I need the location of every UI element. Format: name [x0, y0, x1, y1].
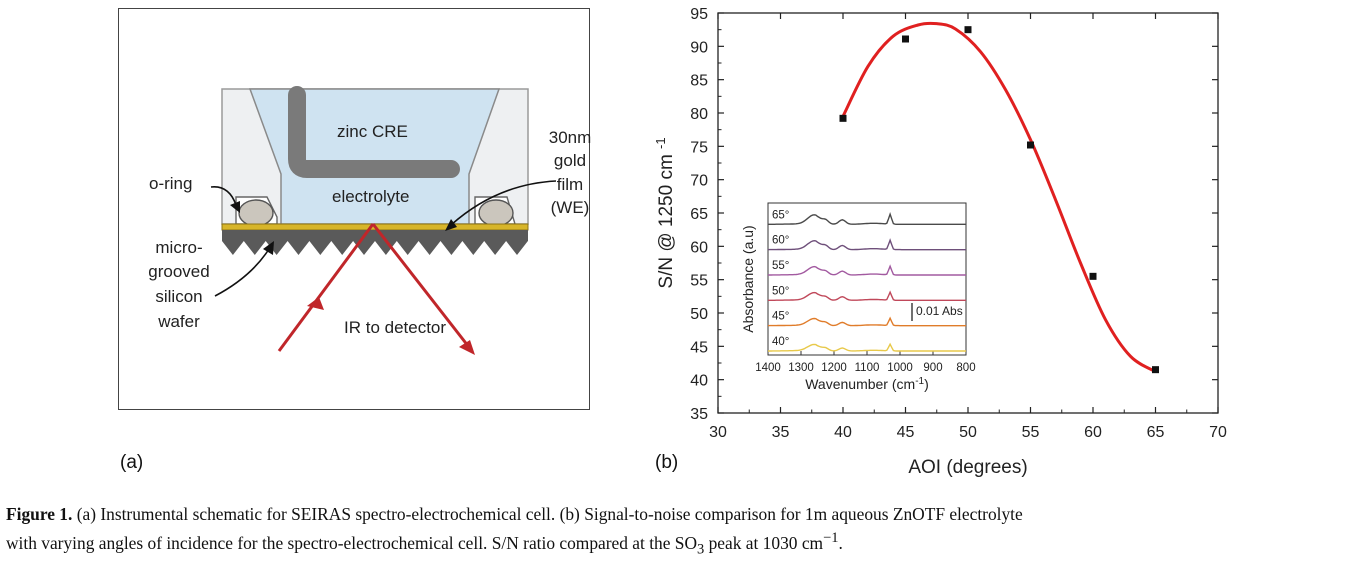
inset-series-label: 65° [772, 209, 789, 221]
x-tick-label: 35 [772, 424, 790, 441]
caption-line-1: (a) Instrumental schematic for SEIRAS sp… [72, 504, 1023, 524]
y-tick-label: 85 [690, 73, 708, 90]
inset-x-tick-label: 1000 [887, 362, 913, 374]
inset-spectrum [767, 316, 966, 327]
panel-a-letter: (a) [120, 452, 144, 473]
wafer-label-4: wafer [157, 312, 200, 331]
sn-chart: 30 35 40 45 50 55 60 65 703540455055606570758085… [653, 6, 1227, 478]
inset-x-tick-label: 900 [923, 362, 942, 374]
gold-film-pointer [450, 180, 557, 226]
gold-film-label-2: gold [554, 151, 586, 170]
inset-x-tick-label: 1100 [855, 362, 880, 374]
o-ring-pointer [210, 186, 237, 206]
inset-frame [767, 202, 967, 356]
ir-arrow-in [307, 297, 324, 310]
o-ring-left [238, 199, 274, 227]
gold-film-label-3: film [557, 175, 583, 194]
inset-x-tick-label: 1400 [755, 362, 781, 374]
inset-x-tick-label: 800 [956, 362, 975, 374]
x-tick-label: 30 [709, 424, 727, 441]
x-tick-label: 50 [959, 424, 977, 441]
data-point [839, 114, 847, 122]
panel-b-letter: (b) [655, 452, 679, 473]
scale-bar-label: 0.01 Abs [916, 304, 963, 318]
wafer-label-3: silicon [155, 287, 202, 306]
y-tick-label: 50 [690, 306, 708, 323]
inset-chart: 1400 1300 1200 1100 1000 900 800 Wavenumber (cm… [740, 202, 976, 392]
caption-label: Figure 1. [6, 504, 73, 524]
x-tick-label: 55 [1022, 424, 1040, 441]
ir-arrow-out [459, 340, 475, 355]
silicon-wafer [222, 230, 528, 255]
caption-line-2c: . [838, 532, 843, 553]
schematic-panel: zinc CRE electrolyte o-ring 30nm gold fi… [118, 8, 591, 410]
inset-spectrum [767, 238, 966, 251]
y-tick-label: 35 [690, 406, 708, 423]
o-ring-label: o-ring [149, 174, 192, 193]
wafer-pointer [214, 248, 270, 297]
fit-curve [841, 21, 1157, 373]
gold-film-label-4: (WE) [551, 198, 590, 217]
inset-series-label: 60° [772, 235, 789, 247]
y-tick-label: 40 [690, 373, 708, 390]
ir-beam-out [371, 223, 474, 352]
y-axis-label: S/N @ 1250 cm -1 [653, 137, 677, 288]
y-tick-label: 60 [690, 239, 708, 256]
wafer-label-1: micro- [155, 238, 202, 257]
y-tick-label: 45 [690, 339, 708, 356]
inset-series-label: 55° [772, 260, 789, 272]
main-axes: 30 35 40 45 50 55 60 65 703540455055606570758085… [653, 6, 1227, 478]
y-tick-label: 80 [690, 106, 708, 123]
electrolyte-label: electrolyte [332, 187, 409, 206]
data-point [1089, 272, 1097, 280]
wafer-label-2: grooved [148, 262, 209, 281]
zinc-cre-electrode [288, 86, 460, 178]
caption-line-2a: with varying angles of incidence for the… [6, 532, 698, 553]
x-tick-label: 45 [897, 424, 915, 441]
inset-spectrum [768, 264, 966, 276]
inset-series-label: 40° [772, 336, 789, 348]
caption-sub: 3 [697, 541, 705, 558]
inset-spectrum [768, 342, 966, 352]
caption-line-2b: peak at 1030 cm [704, 532, 824, 553]
y-tick-label: 90 [690, 39, 708, 56]
x-tick-label: 65 [1147, 424, 1165, 441]
y-tick-label: 75 [690, 139, 708, 156]
x-axis-label: AOI (degrees) [908, 457, 1027, 478]
data-point [1152, 366, 1159, 374]
gold-film-label-1: 30nm [549, 128, 591, 147]
y-tick-label: 95 [690, 6, 708, 23]
data-point [964, 26, 972, 34]
x-tick-label: 70 [1209, 424, 1227, 441]
inset-x-tick-label: 1200 [821, 362, 847, 374]
inset-x-tick-label: 1300 [788, 362, 814, 374]
inset-spectrum [768, 212, 966, 225]
inset-series-label: 45° [772, 311, 789, 323]
ir-beam-in [277, 223, 375, 352]
inset-spectrum [768, 290, 966, 301]
cell-schematic: zinc CRE electrolyte o-ring 30nm gold fi… [148, 86, 591, 355]
y-tick-label: 70 [690, 173, 708, 190]
inset-series-label: 50° [772, 285, 789, 297]
inset-y-label: Absorbance (a.u) [740, 225, 756, 332]
inset-x-label: Wavenumber (cm-1) [805, 376, 929, 392]
zinc-cre-label: zinc CRE [337, 122, 408, 141]
o-ring-right [478, 199, 514, 227]
data-point [902, 35, 909, 43]
y-tick-label: 65 [690, 206, 708, 223]
y-tick-label: 55 [690, 273, 708, 290]
x-tick-label: 40 [834, 424, 852, 441]
ir-label: IR to detector [344, 318, 446, 337]
figure-caption: Figure 1. (a) Instrumental schematic for… [6, 502, 1346, 561]
data-point [1027, 141, 1034, 149]
caption-sup: −1 [823, 530, 839, 546]
x-tick-label: 60 [1084, 424, 1102, 441]
